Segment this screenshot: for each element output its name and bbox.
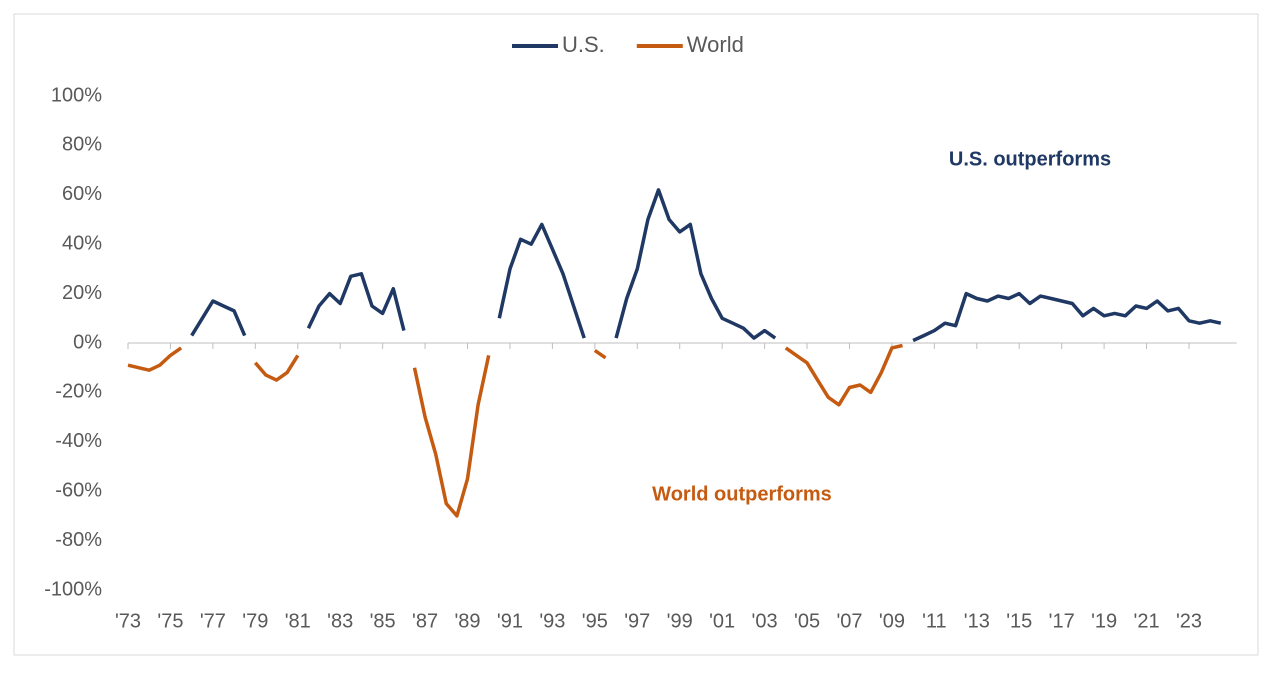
x-tick-label: '97 [624,610,650,632]
chart-frame [13,13,1259,656]
x-tick-label: '99 [667,610,693,632]
y-tick-label: 40% [62,232,102,254]
y-tick-label: -100% [44,578,102,600]
x-tick-label: '95 [582,610,608,632]
x-tick-label: '87 [412,610,438,632]
y-tick-label: -80% [55,529,102,551]
x-tick-label: '81 [285,610,311,632]
x-tick-label: '93 [539,610,565,632]
x-tick-label: '23 [1176,610,1202,632]
x-tick-label: '09 [879,610,905,632]
x-tick-label: '03 [752,610,778,632]
x-tick-label: '11 [922,610,947,632]
y-tick-label: 20% [62,282,102,304]
y-tick-label: -60% [55,479,102,501]
x-tick-label: '15 [1006,610,1032,632]
legend-label: World [687,32,744,57]
annotation: U.S. outperforms [949,148,1111,170]
y-tick-label: 100% [51,84,102,106]
x-tick-label: '13 [964,610,990,632]
y-tick-label: 0% [73,331,102,353]
x-tick-label: '79 [242,610,268,632]
legend-label: U.S. [562,32,605,57]
x-tick-label: '75 [157,610,183,632]
y-tick-label: -40% [55,430,102,452]
y-tick-label: 60% [62,183,102,205]
x-tick-label: '73 [115,610,141,632]
x-tick-label: '77 [200,610,226,632]
x-tick-label: '91 [497,610,523,632]
x-tick-label: '21 [1134,610,1160,632]
x-tick-label: '01 [709,610,735,632]
x-tick-label: '19 [1091,610,1117,632]
series-line [127,343,903,518]
y-tick-label: 80% [62,134,102,156]
y-tick-label: -20% [55,381,102,403]
x-tick-label: '85 [370,610,396,632]
x-tick-label: '05 [794,610,820,632]
x-tick-label: '89 [454,610,480,632]
annotation: World outperforms [652,483,832,505]
x-tick-label: '83 [327,610,353,632]
series-line [190,188,1222,343]
x-tick-label: '07 [836,610,862,632]
x-tick-label: '17 [1049,610,1075,632]
